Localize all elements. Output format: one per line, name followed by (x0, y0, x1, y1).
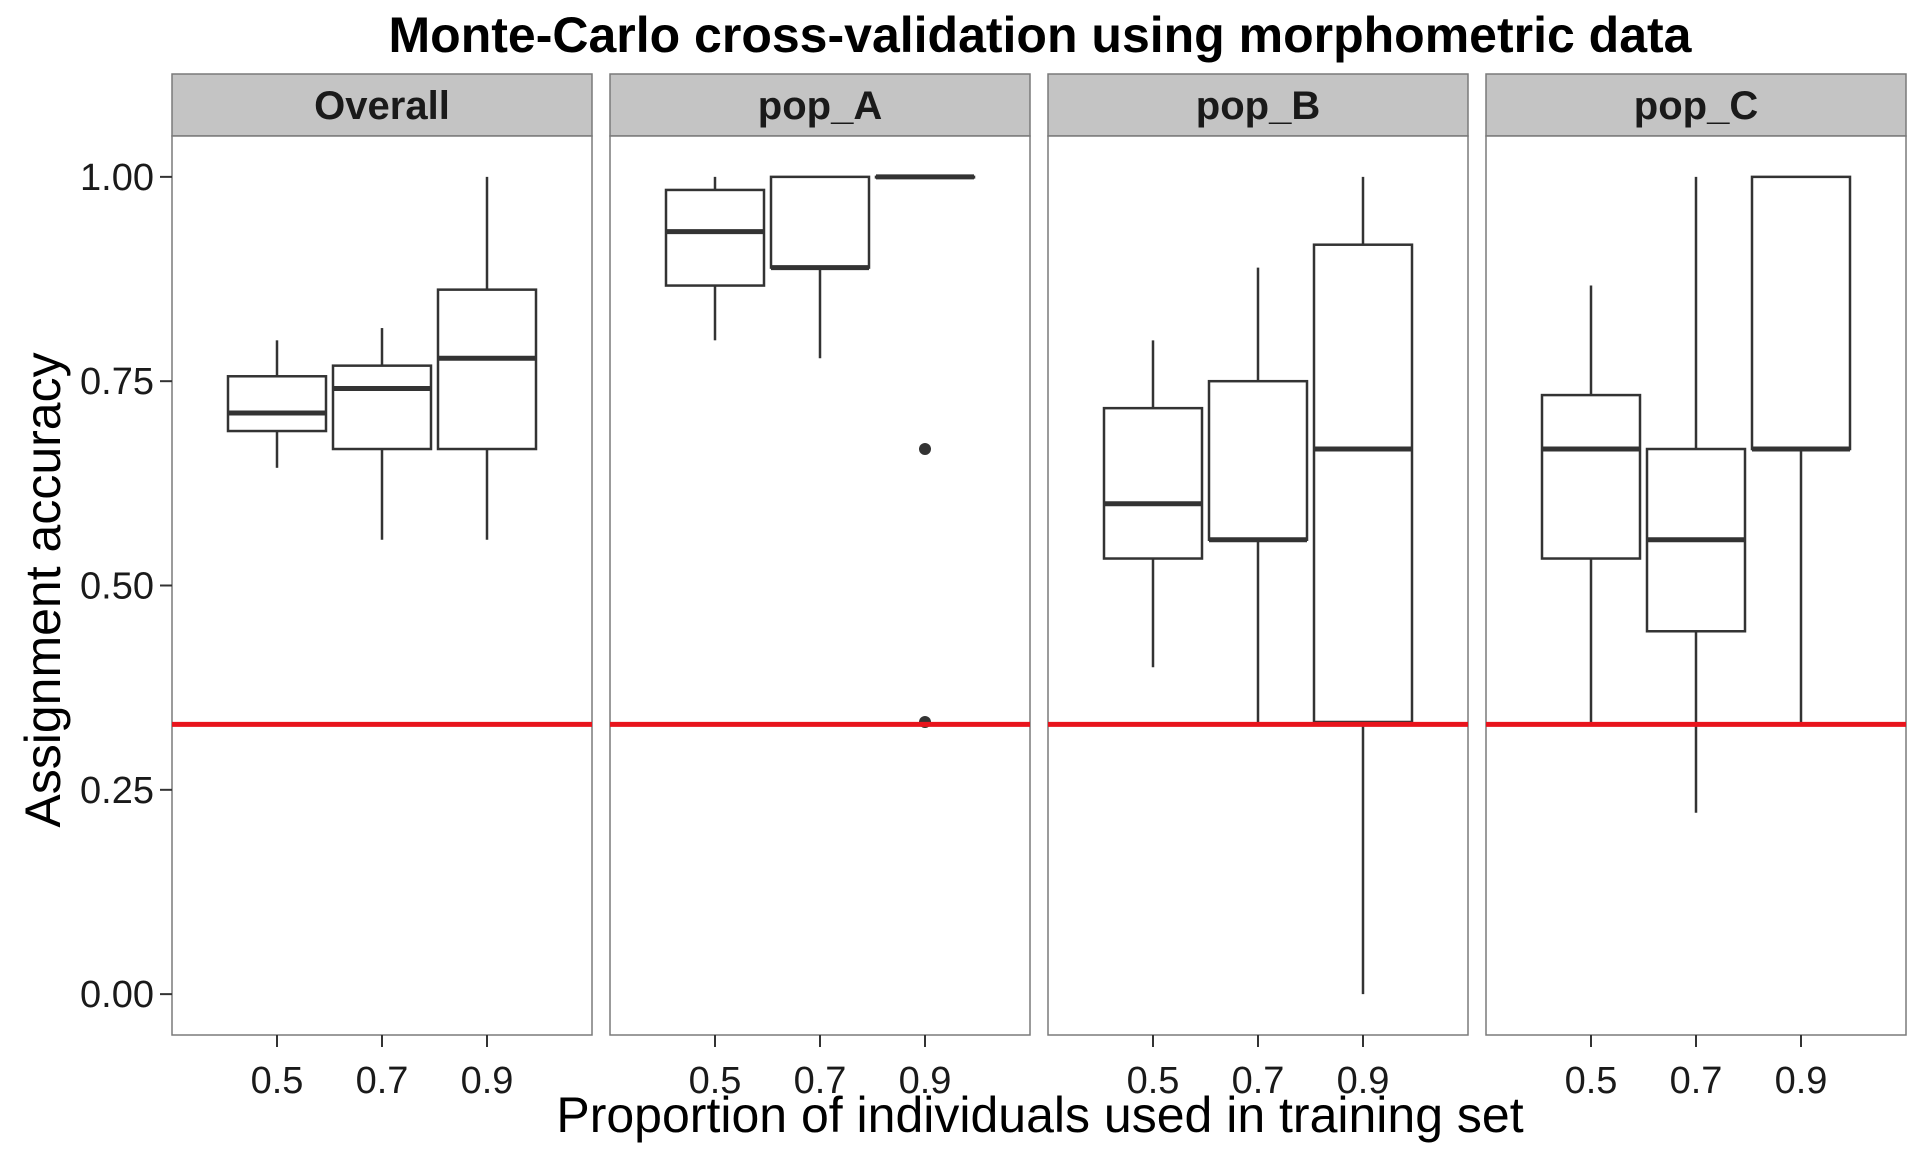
box-iqr (769, 175, 871, 269)
x-tick-label: 0.9 (1775, 1060, 1828, 1102)
box-iqr (1540, 393, 1642, 560)
boxplot-box (1750, 175, 1852, 722)
y-tick-label: 1.00 (80, 157, 154, 199)
facet-panel-pop-a: pop_A 0.5 0.7 0.9 (609, 73, 1031, 1102)
box-iqr (436, 288, 538, 451)
x-tick-label: 0.7 (356, 1060, 409, 1102)
facet-strip (1047, 73, 1469, 137)
chart-title: Monte-Carlo cross-validation using morph… (389, 7, 1693, 63)
facet-strip-label: pop_B (1196, 84, 1320, 128)
x-tick-label: 0.7 (1232, 1060, 1285, 1102)
box-iqr (1312, 243, 1414, 724)
x-tick-label: 0.5 (689, 1060, 742, 1102)
facet-strip-label: Overall (314, 84, 450, 128)
y-tick-label: 0.00 (80, 974, 154, 1016)
boxplot-box (226, 340, 328, 468)
facet-panel-pop-c: pop_C 0.5 0.7 0.9 (1485, 73, 1907, 1102)
y-axis-title: Assignment accuracy (15, 352, 71, 827)
boxplot-box (1540, 285, 1642, 722)
facet-panels: Overall 0.5 0.7 0.9 pop_A 0.5 0.7 0.9 pop_B 0.5 0.… (171, 73, 1907, 1102)
facet-strip-label: pop_A (758, 84, 882, 128)
x-tick-label: 0.5 (1127, 1060, 1180, 1102)
box-iqr (1102, 406, 1204, 560)
x-tick-label: 0.9 (461, 1060, 514, 1102)
x-tick-label: 0.9 (899, 1060, 952, 1102)
y-tick-label: 0.75 (80, 361, 154, 403)
facet-panel-overall: Overall 0.5 0.7 0.9 (171, 73, 593, 1102)
y-tick-label: 0.25 (80, 770, 154, 812)
facet-strip (609, 73, 1031, 137)
box-iqr (664, 188, 766, 287)
box-iqr (1207, 379, 1309, 541)
box-iqr (226, 375, 328, 433)
facet-strip-label: pop_C (1634, 84, 1758, 128)
boxplot-box (331, 328, 433, 540)
x-tick-label: 0.5 (1565, 1060, 1618, 1102)
boxplot-box (436, 176, 538, 540)
facet-panel-pop-b: pop_B 0.5 0.7 0.9 (1047, 73, 1469, 1102)
panel-border (171, 135, 593, 1036)
boxplot-box (1102, 340, 1204, 668)
y-tick-label: 0.50 (80, 566, 154, 608)
x-tick-label: 0.9 (1337, 1060, 1390, 1102)
x-tick-label: 0.7 (1670, 1060, 1723, 1102)
x-tick-label: 0.5 (251, 1060, 304, 1102)
x-tick-label: 0.7 (794, 1060, 847, 1102)
boxplot-box (1312, 176, 1414, 995)
boxplot-box (769, 175, 871, 359)
x-axis-title: Proportion of individuals used in traini… (556, 1087, 1523, 1143)
facet-strip (171, 73, 593, 137)
box-iqr (1750, 175, 1852, 451)
box-iqr (331, 364, 433, 451)
outlier-point (919, 443, 931, 456)
boxplot-box (664, 176, 766, 341)
boxplot-box (1207, 267, 1309, 722)
y-axis: 0.00 0.25 0.50 0.75 1.00 (80, 157, 172, 1016)
boxplot-box (1645, 176, 1747, 813)
